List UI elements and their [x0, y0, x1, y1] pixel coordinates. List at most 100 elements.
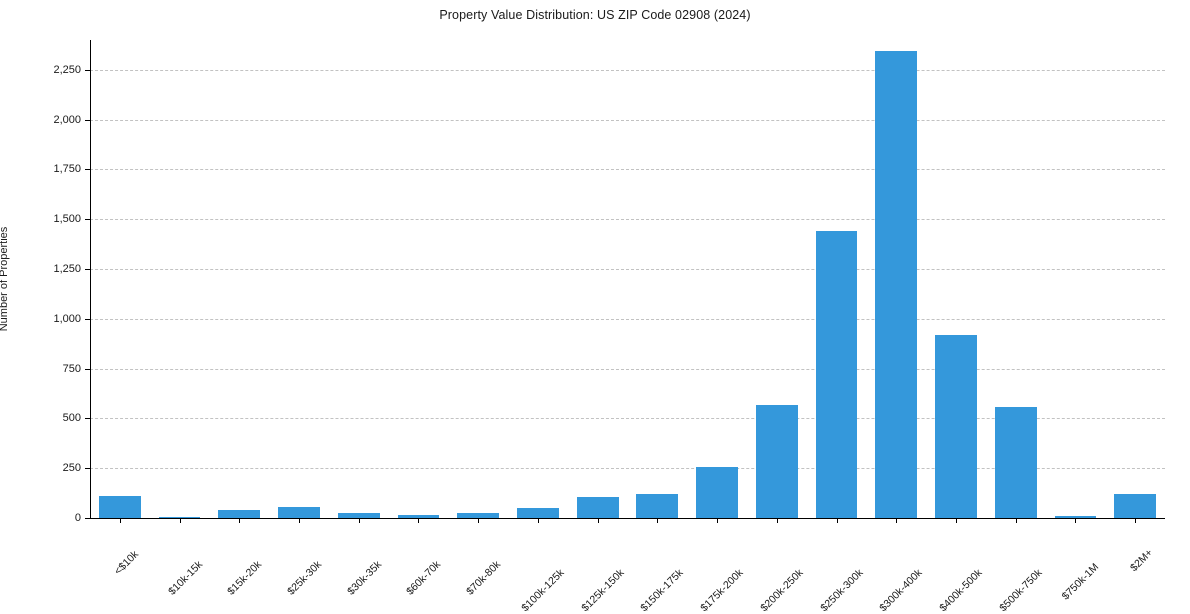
x-axis-tick-mark [776, 518, 778, 523]
y-axis-line [90, 40, 91, 518]
x-axis-tick-mark [597, 518, 599, 523]
chart-figure: Property Value Distribution: US ZIP Code… [0, 8, 1174, 614]
x-axis-tick-mark [896, 518, 898, 523]
bar[interactable] [696, 467, 738, 518]
y-axis-tick-mark [85, 318, 90, 320]
x-axis-tick-mark [1015, 518, 1017, 523]
gridline [90, 318, 1165, 320]
x-axis-tick-label: $10k-15k [166, 528, 235, 598]
x-axis-tick-label: $125k-150k [579, 528, 665, 614]
bar[interactable] [576, 496, 619, 518]
x-axis-tick-label: $300k-400k [878, 528, 963, 614]
x-axis-tick-mark [537, 518, 539, 523]
x-axis-tick-mark [657, 518, 659, 523]
x-axis-tick-mark [1075, 518, 1077, 523]
x-axis-tick-label-text: $2M+ [1128, 546, 1156, 575]
y-axis-tick-mark [85, 269, 90, 271]
x-axis-tick-label-text: $400k-500k [937, 566, 985, 614]
x-axis-tick-label: $2M+ [1128, 528, 1174, 574]
bar[interactable] [517, 508, 559, 518]
bar[interactable] [337, 512, 380, 518]
x-axis-tick-mark [717, 518, 719, 523]
x-axis-tick-label: $200k-250k [758, 528, 844, 614]
x-axis-tick-label: $70k-80k [464, 528, 534, 598]
x-axis-tick-label-text: $25k-30k [285, 558, 325, 598]
bar[interactable] [994, 407, 1037, 518]
chart-title: Property Value Distribution: US ZIP Code… [439, 8, 751, 22]
y-axis-tick-label: 0 [74, 512, 81, 524]
y-axis-tick-label: 1,250 [53, 263, 81, 276]
x-axis-tick-label-text: $10k-15k [165, 558, 205, 598]
x-axis-tick-label: $25k-30k [285, 528, 355, 598]
y-axis-tick-mark [85, 69, 90, 71]
x-axis-tick-label-text: $70k-80k [464, 558, 504, 598]
bar[interactable] [98, 496, 141, 518]
bar[interactable] [158, 517, 201, 518]
y-axis-tick-mark [85, 468, 90, 470]
bar[interactable] [397, 515, 440, 518]
bar[interactable] [755, 405, 798, 518]
x-axis-tick-label-text: $100k-125k [519, 566, 567, 614]
y-axis-tick-label: 250 [62, 462, 81, 475]
bar[interactable] [278, 506, 320, 518]
x-axis-tick-label: $60k-70k [405, 528, 474, 598]
x-axis-tick-mark [418, 518, 420, 523]
y-axis-tick-label: 2,000 [53, 113, 81, 126]
x-axis-tick-label: $15k-20k [225, 528, 295, 598]
x-axis-tick-label: $500k-750k [997, 528, 1083, 614]
bar[interactable] [1114, 493, 1157, 518]
x-axis-tick-label-text: $300k-400k [877, 566, 925, 614]
plot-area [90, 40, 1165, 518]
y-axis-tick-mark [85, 368, 90, 370]
x-axis-tick-label-text: $15k-20k [225, 558, 265, 598]
x-axis-line [90, 518, 1165, 519]
bar[interactable] [935, 335, 977, 518]
x-axis-tick-label-text: <$10k [111, 548, 141, 578]
x-axis-tick-label: $150k-175k [639, 528, 724, 614]
gridline [90, 69, 1165, 71]
y-axis-tick-mark [85, 518, 90, 519]
x-axis-tick-label-text: $150k-175k [638, 566, 686, 614]
x-axis-tick-label: $400k-500k [937, 528, 1023, 614]
y-axis-tick-label: 500 [62, 412, 81, 425]
gridline [90, 119, 1165, 121]
x-axis-tick-label: $100k-125k [519, 528, 605, 614]
x-axis-tick-label: $250k-300k [818, 528, 904, 614]
y-axis-tick-mark [85, 418, 90, 420]
y-axis-tick-mark [85, 219, 90, 221]
x-axis-tick-mark [358, 518, 360, 523]
x-axis-tick-label-text: $250k-300k [817, 566, 866, 614]
y-axis-tick-label: 1,000 [53, 312, 81, 325]
x-axis-tick-mark [239, 518, 241, 523]
bar[interactable] [815, 231, 858, 518]
x-axis-tick-label-text: $750k-1M [1060, 561, 1102, 603]
x-axis-tick-mark [836, 518, 838, 523]
y-axis-tick-label: 750 [62, 362, 81, 375]
bar[interactable] [636, 493, 679, 518]
gridline [90, 468, 1165, 470]
x-axis-tick-label: $30k-35k [345, 528, 414, 598]
x-axis-tick-mark [299, 518, 301, 523]
y-axis-tick-mark [85, 119, 90, 121]
x-axis-tick-label-text: $30k-35k [344, 558, 384, 598]
gridline [90, 169, 1165, 171]
y-axis-tick-mark [85, 169, 90, 171]
gridline [90, 368, 1165, 370]
bar[interactable] [1054, 516, 1097, 518]
x-axis-tick-mark [955, 518, 957, 523]
bar[interactable] [875, 50, 918, 518]
gridline [90, 219, 1165, 221]
y-axis-tick-label: 1,750 [53, 163, 81, 176]
x-axis-tick-label: $175k-200k [698, 528, 784, 614]
x-axis-tick-label-text: $125k-150k [578, 566, 627, 614]
y-axis-tick-label: 1,500 [53, 213, 81, 226]
x-axis-tick-mark [1135, 518, 1137, 523]
x-axis-tick-label-text: $60k-70k [404, 558, 444, 598]
y-axis-tick-label: 2,250 [53, 63, 81, 76]
gridline [90, 269, 1165, 271]
bar[interactable] [218, 509, 261, 518]
gridline [90, 418, 1165, 420]
x-axis-tick-mark [179, 518, 181, 523]
bar[interactable] [457, 513, 500, 518]
x-axis-tick-label-text: $175k-200k [698, 566, 746, 614]
